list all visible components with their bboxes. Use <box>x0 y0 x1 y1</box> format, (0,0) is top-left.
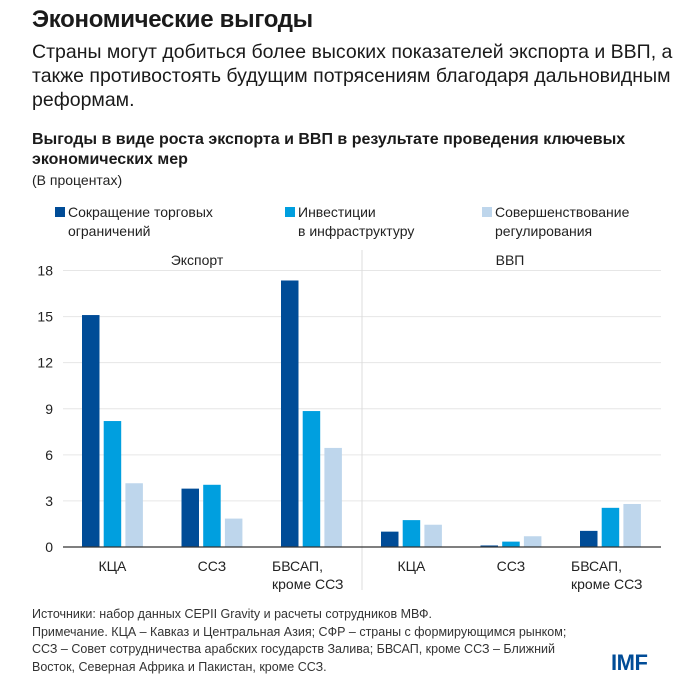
bar <box>523 536 542 547</box>
legend-item-infrastructure: Инвестиции в инфраструктуру <box>285 203 415 241</box>
legend-item-regulation: Совершенствование регулирования <box>482 203 630 241</box>
page-subtitle: Страны могут добиться более высоких пока… <box>32 41 673 111</box>
y-tick-label: 12 <box>37 355 53 371</box>
footer-sources: Источники: набор данных CEPII Gravity и … <box>32 607 432 621</box>
bar <box>281 280 299 547</box>
bar <box>324 447 342 547</box>
x-tick-label: ССЗ <box>497 558 526 574</box>
imf-logo: IMF <box>611 650 648 675</box>
legend-label-line2: ограничений <box>68 223 151 239</box>
bar <box>302 411 321 547</box>
legend-label-line1: Инвестиции <box>298 204 376 220</box>
y-tick-label: 0 <box>45 539 53 555</box>
chart-units: (В процентах) <box>32 172 123 188</box>
legend-label-line1: Совершенствование <box>495 204 630 220</box>
bar <box>402 520 421 547</box>
bar <box>203 484 221 547</box>
legend-label-line1: Сокращение торговых <box>68 204 213 220</box>
bar <box>502 541 520 547</box>
bar <box>103 421 122 547</box>
x-tick-label: КЦА <box>398 558 427 574</box>
bar <box>181 488 199 547</box>
page-title: Экономические выгоды <box>32 6 313 33</box>
legend-swatch-icon <box>482 207 492 217</box>
panel-label: Экспорт <box>171 252 224 268</box>
chart-title: Выгоды в виде роста экспорта и ВВП в рез… <box>32 131 626 168</box>
legend-item-trade: Сокращение торговых ограничений <box>55 203 213 241</box>
x-tick-label: БВСАП, <box>272 558 323 574</box>
legend-swatch-icon <box>55 207 65 217</box>
legend-swatch-icon <box>285 207 295 217</box>
bar <box>82 315 100 547</box>
chart-footer: Источники: набор данных CEPII Gravity и … <box>32 606 592 676</box>
bar <box>601 507 620 547</box>
bar <box>623 503 641 547</box>
bar <box>424 524 442 547</box>
x-tick-label: КЦА <box>99 558 128 574</box>
bar <box>580 530 598 547</box>
x-tick-label: ССЗ <box>198 558 227 574</box>
bar <box>224 518 243 547</box>
x-tick-label: БВСАП, <box>571 558 622 574</box>
footer-note: Примечание. КЦА – Кавказ и Центральная А… <box>32 624 567 674</box>
bar <box>480 545 498 547</box>
x-tick-label: кроме ССЗ <box>272 576 344 592</box>
x-tick-label: кроме ССЗ <box>571 576 643 592</box>
bar <box>381 531 399 547</box>
legend-label-line2: в инфраструктуру <box>298 223 415 239</box>
legend-label-line2: регулирования <box>495 223 593 239</box>
y-tick-label: 6 <box>45 447 53 463</box>
panel-label: ВВП <box>496 252 525 268</box>
y-tick-label: 9 <box>45 401 53 417</box>
y-tick-label: 3 <box>45 493 53 509</box>
y-tick-label: 15 <box>37 309 53 325</box>
y-tick-label: 18 <box>37 263 53 279</box>
bar <box>125 483 143 547</box>
